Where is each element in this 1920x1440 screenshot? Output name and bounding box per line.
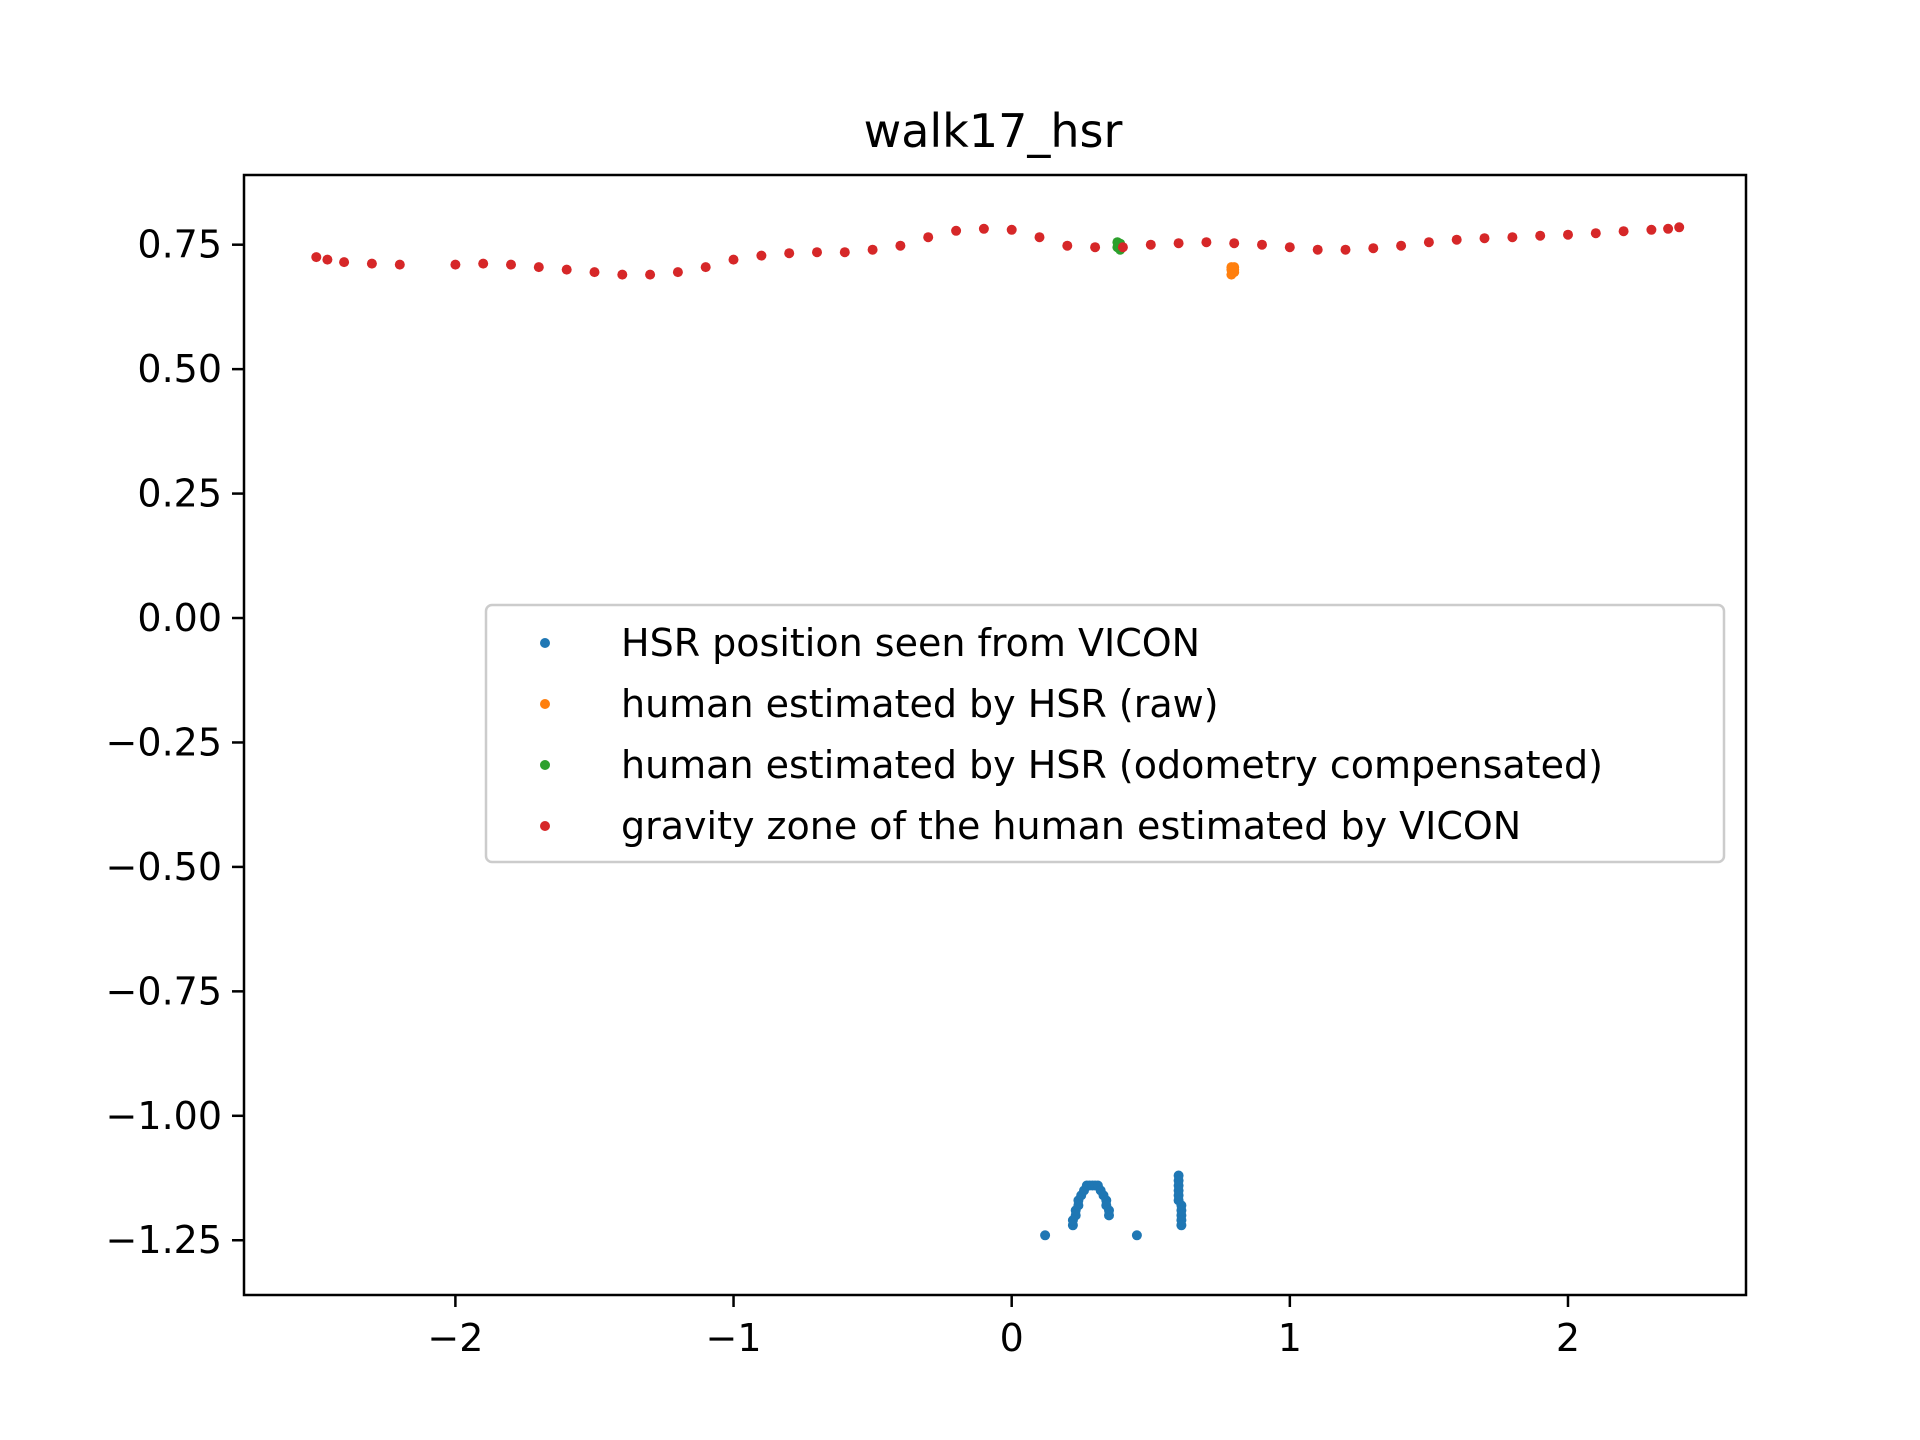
data-point — [1201, 237, 1212, 248]
legend: HSR position seen from VICON human estima… — [484, 603, 1726, 864]
data-point — [1173, 238, 1184, 249]
data-point — [867, 244, 878, 255]
data-point — [1090, 242, 1101, 253]
y-tick-label: −0.50 — [106, 845, 222, 889]
y-tick-label: 0.75 — [137, 223, 222, 267]
y-tick-label: −0.25 — [106, 720, 222, 764]
x-tick-label: 1 — [1278, 1316, 1302, 1360]
legend-label: HSR position seen from VICON — [621, 621, 1200, 665]
data-point — [895, 240, 906, 251]
data-point — [1590, 228, 1601, 239]
data-point — [533, 262, 544, 273]
data-point — [1423, 237, 1434, 248]
x-tick-label: 2 — [1556, 1316, 1580, 1360]
data-point — [617, 269, 628, 280]
data-point — [645, 269, 656, 280]
data-point — [366, 258, 377, 269]
data-point — [1507, 232, 1518, 243]
data-point — [478, 258, 489, 269]
data-marks — [311, 222, 1685, 1241]
data-point — [1535, 230, 1546, 241]
y-tick-label: 0.50 — [137, 347, 222, 391]
data-point — [1040, 1230, 1051, 1241]
data-point — [322, 254, 333, 265]
plot-frame — [242, 173, 1748, 1297]
data-point — [1257, 239, 1267, 250]
data-point — [1340, 244, 1351, 255]
legend-label: human estimated by HSR (odometry compens… — [621, 743, 1603, 787]
legend-box — [484, 603, 1726, 864]
data-point — [1229, 262, 1240, 273]
data-point — [1104, 1210, 1114, 1221]
data-point — [756, 250, 767, 261]
data-point — [951, 225, 962, 236]
data-point — [784, 248, 795, 259]
data-point — [1563, 229, 1573, 240]
y-tick-label: −1.00 — [106, 1094, 222, 1138]
data-point — [700, 262, 711, 273]
series-0 — [1040, 1170, 1187, 1241]
data-point — [394, 259, 405, 270]
x-axis: −2 −1 0 1 2 — [427, 1295, 1580, 1360]
data-point — [1451, 234, 1462, 245]
legend-marker — [540, 699, 550, 709]
data-point — [1145, 239, 1156, 250]
data-point — [1312, 244, 1323, 255]
data-point — [1674, 222, 1685, 233]
x-tick-label: −1 — [706, 1316, 762, 1360]
legend-marker — [540, 760, 550, 770]
data-point — [1396, 240, 1407, 251]
y-tick-label: 0.25 — [137, 472, 222, 516]
data-point — [1618, 226, 1629, 237]
series-1 — [1226, 262, 1240, 280]
y-tick-label: 0.00 — [137, 596, 222, 640]
data-point — [1034, 232, 1045, 243]
data-point — [450, 259, 461, 270]
data-point — [978, 223, 989, 234]
data-point — [1117, 242, 1128, 253]
data-point — [812, 247, 822, 258]
data-point — [589, 267, 600, 278]
y-tick-label: −0.75 — [106, 969, 222, 1013]
series-3 — [311, 222, 1685, 280]
data-point — [339, 257, 350, 268]
legend-marker — [540, 638, 550, 648]
data-point — [1131, 1230, 1142, 1241]
data-point — [1229, 238, 1240, 249]
data-point — [311, 252, 322, 263]
y-axis: 0.75 0.50 0.25 0.00 −0.25 −0.50 −0.75 −1.00 −1.2… — [106, 223, 244, 1262]
legend-label: human estimated by HSR (raw) — [621, 682, 1219, 726]
data-point — [1368, 243, 1379, 254]
data-point — [1006, 224, 1017, 235]
data-point — [839, 247, 850, 258]
data-point — [561, 264, 572, 275]
data-point — [506, 259, 516, 270]
data-point — [1479, 233, 1490, 244]
legend-marker — [540, 821, 550, 831]
x-tick-label: 0 — [1000, 1316, 1024, 1360]
data-point — [1062, 240, 1073, 251]
y-tick-label: −1.25 — [106, 1218, 222, 1262]
data-point — [728, 254, 739, 265]
chart-title: walk17_hsr — [864, 104, 1123, 158]
legend-label: gravity zone of the human estimated by V… — [621, 804, 1521, 848]
data-point — [672, 267, 683, 278]
data-point — [923, 232, 934, 243]
data-point — [1284, 242, 1295, 253]
x-tick-label: −2 — [427, 1316, 483, 1360]
data-point — [1176, 1220, 1187, 1231]
data-point — [1646, 224, 1657, 235]
data-point — [1663, 223, 1674, 234]
